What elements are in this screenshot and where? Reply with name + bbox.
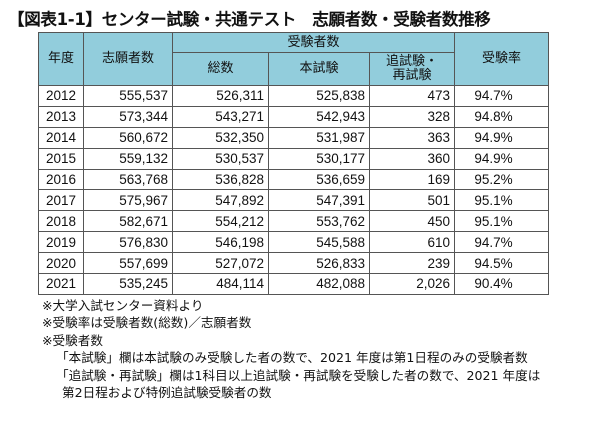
table-row: 2021 535,245 484,114 482,088 2,026 90.4% [38, 273, 549, 295]
cell-year: 2012 [38, 85, 84, 107]
table-row: 2020 557,699 527,072 526,833 239 94.5% [38, 252, 549, 275]
note-main-exam: 「本試験」欄は本試験のみ受験した者の数で、2021 年度は第1日程のみの受験者数 [56, 350, 528, 366]
table-row: 2014 560,672 532,350 531,987 363 94.9% [38, 126, 549, 149]
cell-rate: 94.7% [454, 231, 549, 254]
figure-title: 【図表1-1】センター試験・共通テスト 志願者数・受験者数推移 [8, 10, 491, 29]
header-main-exam: 本試験 [268, 52, 370, 86]
cell-main-exam: 536,659 [268, 168, 370, 191]
note-makeup-exam: 「追試験・再試験」欄は1科目以上追試験・再試験を受験した者の数で、2021 年度… [56, 367, 541, 383]
table-row: 2018 582,671 554,212 553,762 450 95.1% [38, 210, 549, 233]
header-examinees: 受験者数 [172, 32, 455, 53]
table-row: 2015 559,132 530,537 530,177 360 94.9% [38, 147, 549, 170]
cell-total: 484,114 [172, 273, 269, 295]
note-makeup-exam-cont: 第2日程および特例追試験受験者の数 [62, 385, 272, 401]
cell-applicants: 557,699 [83, 252, 173, 275]
header-year: 年度 [38, 32, 84, 86]
cell-total: 526,311 [172, 85, 269, 107]
cell-rate: 94.7% [454, 85, 549, 107]
cell-applicants: 573,344 [83, 105, 173, 128]
cell-main-exam: 531,987 [268, 126, 370, 149]
examinee-table: 年度 志願者数 受験者数 受験率 総数 本試験 追試験・ 再試験 2012 555,… [38, 32, 549, 295]
cell-rate: 94.8% [454, 105, 549, 128]
header-rate: 受験率 [454, 32, 549, 86]
cell-total: 532,350 [172, 126, 269, 149]
cell-main-exam: 547,391 [268, 189, 370, 212]
cell-main-exam: 482,088 [268, 273, 370, 295]
cell-makeup-exam: 473 [369, 85, 455, 107]
cell-applicants: 535,245 [83, 273, 173, 295]
cell-main-exam: 525,838 [268, 85, 370, 107]
cell-makeup-exam: 363 [369, 126, 455, 149]
cell-total: 530,537 [172, 147, 269, 170]
cell-year: 2015 [38, 147, 84, 170]
table-row: 2016 563,768 536,828 536,659 169 95.2% [38, 168, 549, 191]
cell-year: 2017 [38, 189, 84, 212]
cell-rate: 95.1% [454, 210, 549, 233]
cell-applicants: 576,830 [83, 231, 173, 254]
header-makeup-exam: 追試験・ 再試験 [369, 52, 455, 86]
cell-applicants: 575,967 [83, 189, 173, 212]
cell-main-exam: 542,943 [268, 105, 370, 128]
cell-year: 2014 [38, 126, 84, 149]
cell-makeup-exam: 169 [369, 168, 455, 191]
cell-makeup-exam: 610 [369, 231, 455, 254]
table-row: 2017 575,967 547,892 547,391 501 95.1% [38, 189, 549, 212]
cell-makeup-exam: 328 [369, 105, 455, 128]
cell-rate: 94.9% [454, 126, 549, 149]
header-makeup-line1: 追試験・ [385, 54, 438, 69]
cell-year: 2020 [38, 252, 84, 275]
cell-year: 2016 [38, 168, 84, 191]
table-row: 2012 555,537 526,311 525,838 473 94.7% [38, 85, 549, 107]
table-row: 2019 576,830 546,198 545,588 610 94.7% [38, 231, 549, 254]
cell-applicants: 582,671 [83, 210, 173, 233]
cell-year: 2013 [38, 105, 84, 128]
header-applicants: 志願者数 [83, 32, 173, 86]
header-total: 総数 [172, 52, 269, 86]
cell-rate: 95.2% [454, 168, 549, 191]
cell-rate: 90.4% [454, 273, 549, 295]
note-examinees: ※受験者数 [42, 332, 103, 348]
cell-total: 546,198 [172, 231, 269, 254]
cell-makeup-exam: 2,026 [369, 273, 455, 295]
cell-rate: 94.9% [454, 147, 549, 170]
cell-makeup-exam: 450 [369, 210, 455, 233]
cell-main-exam: 526,833 [268, 252, 370, 275]
cell-year: 2019 [38, 231, 84, 254]
cell-total: 554,212 [172, 210, 269, 233]
cell-applicants: 563,768 [83, 168, 173, 191]
notes: ※大学入試センター資料より ※受験率は受験者数(総数)／志願者数 ※受験者数 「… [42, 297, 540, 401]
cell-main-exam: 530,177 [268, 147, 370, 170]
cell-main-exam: 553,762 [268, 210, 370, 233]
header-makeup-line2: 再試験 [392, 68, 432, 83]
cell-year: 2021 [38, 273, 84, 295]
cell-applicants: 555,537 [83, 85, 173, 107]
cell-makeup-exam: 239 [369, 252, 455, 275]
cell-total: 543,271 [172, 105, 269, 128]
cell-rate: 95.1% [454, 189, 549, 212]
cell-rate: 94.5% [454, 252, 549, 275]
cell-total: 547,892 [172, 189, 269, 212]
cell-total: 536,828 [172, 168, 269, 191]
note-source: ※大学入試センター資料より [42, 298, 204, 313]
cell-main-exam: 545,588 [268, 231, 370, 254]
cell-makeup-exam: 501 [369, 189, 455, 212]
note-rate: ※受験率は受験者数(総数)／志願者数 [42, 315, 252, 331]
cell-total: 527,072 [172, 252, 269, 275]
cell-year: 2018 [38, 210, 84, 233]
cell-applicants: 559,132 [83, 147, 173, 170]
cell-makeup-exam: 360 [369, 147, 455, 170]
cell-applicants: 560,672 [83, 126, 173, 149]
table-row: 2013 573,344 543,271 542,943 328 94.8% [38, 105, 549, 128]
